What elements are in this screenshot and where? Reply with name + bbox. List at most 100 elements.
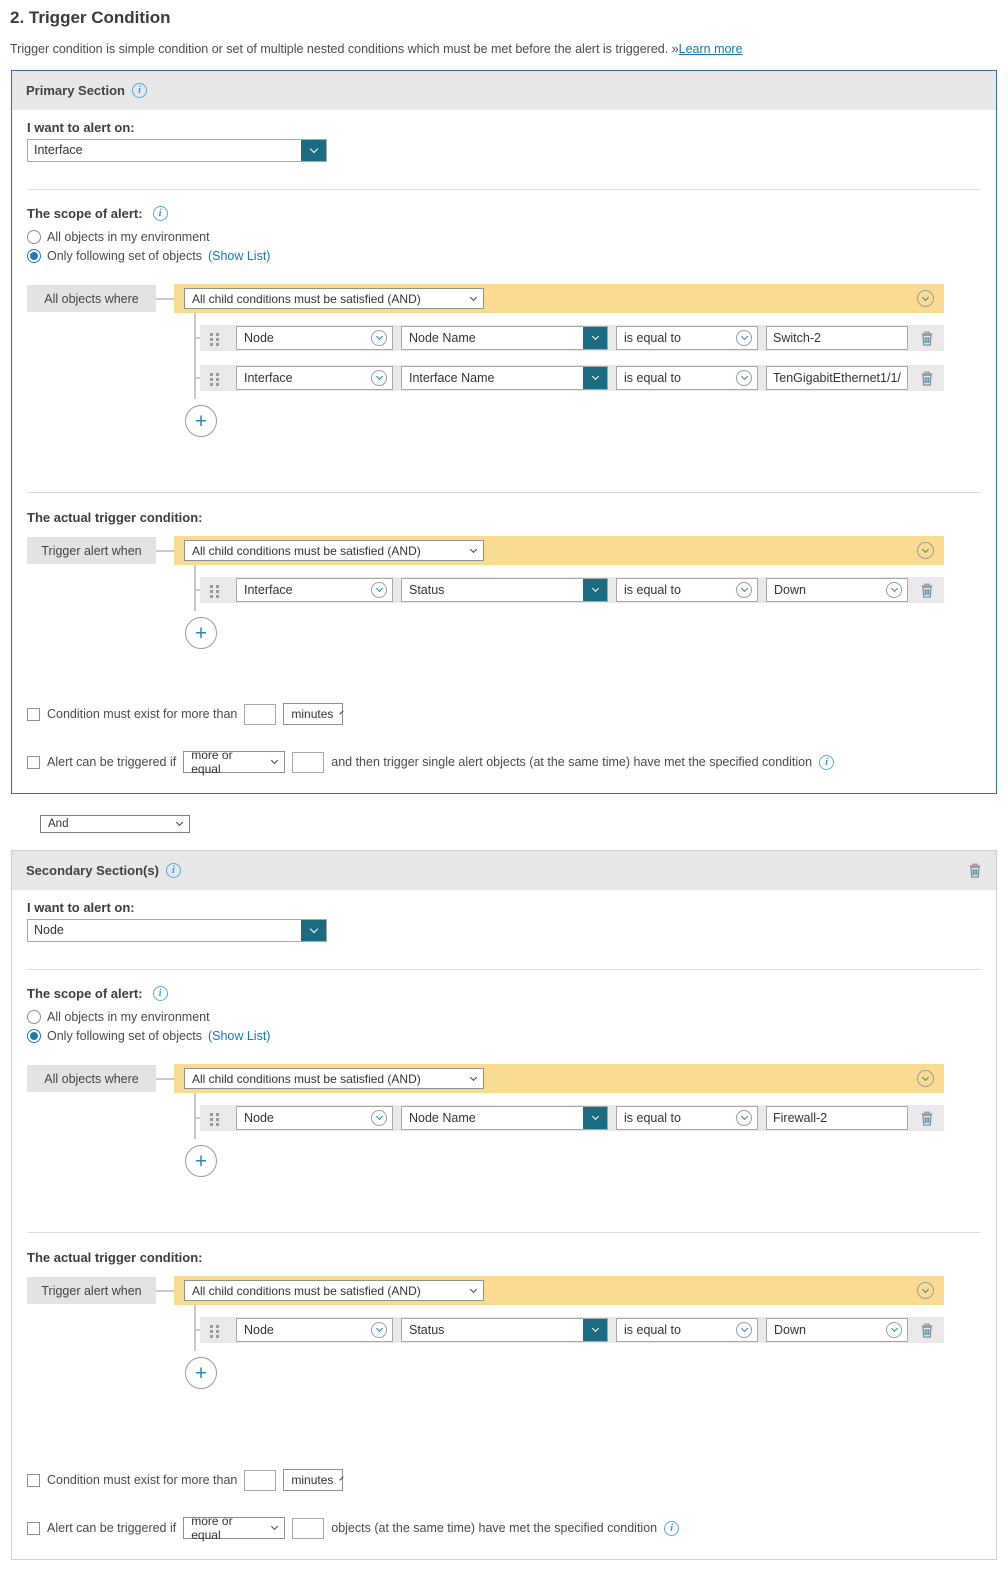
info-icon[interactable] — [664, 1520, 680, 1536]
object-select[interactable]: Interface — [236, 366, 393, 390]
value-input[interactable] — [766, 326, 908, 350]
collapse-chevron-icon[interactable] — [917, 1282, 934, 1299]
trash-icon[interactable] — [920, 1323, 934, 1338]
drag-handle-icon[interactable] — [209, 1112, 220, 1125]
radio-all-objects[interactable]: All objects in my environment — [27, 230, 981, 244]
info-icon[interactable] — [165, 863, 181, 878]
radio-all-objects[interactable]: All objects in my environment — [27, 1010, 981, 1024]
operator-select[interactable]: is equal to — [616, 578, 758, 602]
threshold-checkbox[interactable] — [27, 1521, 40, 1535]
operator-select[interactable]: is equal to — [616, 1318, 758, 1342]
scope-condition-builder: All objects where All child conditions m… — [27, 284, 944, 437]
radio-icon-selected[interactable] — [27, 1029, 41, 1043]
info-icon[interactable] — [819, 754, 835, 770]
logic-bar: All child conditions must be satisfied (… — [174, 536, 944, 565]
threshold-option-row: Alert can be triggered if more or equal … — [27, 1514, 981, 1542]
object-select[interactable]: Interface — [236, 578, 393, 602]
collapse-chevron-icon[interactable] — [917, 542, 934, 559]
threshold-comparison-select[interactable]: more or equal — [183, 748, 286, 776]
value-text: Down — [774, 583, 806, 597]
alert-on-select[interactable]: Node — [27, 919, 327, 942]
drag-handle-icon[interactable] — [209, 332, 220, 345]
duration-input[interactable] — [244, 703, 277, 725]
show-list-link[interactable]: (Show List) — [207, 1029, 271, 1043]
duration-checkbox[interactable] — [27, 707, 40, 721]
threshold-checkbox[interactable] — [27, 755, 40, 769]
threshold-count-input[interactable] — [292, 751, 325, 773]
value-input[interactable] — [766, 366, 908, 390]
collapse-chevron-icon[interactable] — [917, 1070, 934, 1087]
trash-icon[interactable] — [920, 331, 934, 346]
radio-icon[interactable] — [27, 230, 41, 244]
value-select[interactable]: Down — [766, 1318, 908, 1342]
duration-unit-value: minutes — [291, 1473, 334, 1487]
radio-icon-selected[interactable] — [27, 249, 41, 263]
field-select[interactable]: Interface Name — [401, 366, 608, 390]
threshold-comparison-select[interactable]: more or equal — [183, 1514, 286, 1542]
field-select[interactable]: Status — [401, 1318, 608, 1342]
value-text: Down — [774, 1323, 806, 1337]
add-condition-button[interactable]: + — [185, 405, 217, 437]
add-condition-button[interactable]: + — [185, 617, 217, 649]
duration-input[interactable] — [244, 1469, 277, 1491]
alert-on-label: I want to alert on: — [27, 120, 135, 135]
logic-bar: All child conditions must be satisfied (… — [174, 1064, 944, 1093]
field-select[interactable]: Node Name — [401, 1106, 608, 1130]
show-list-link[interactable]: (Show List) — [207, 249, 271, 263]
collapse-chevron-icon[interactable] — [917, 290, 934, 307]
field-select[interactable]: Node Name — [401, 326, 608, 350]
chevron-down-icon — [469, 1285, 478, 1293]
trigger-condition-builder: Trigger alert when All child conditions … — [27, 536, 944, 649]
operator-select[interactable]: is equal to — [616, 326, 758, 350]
learn-more-link[interactable]: Learn more — [678, 42, 743, 56]
duration-checkbox[interactable] — [27, 1473, 40, 1487]
threshold-label: Alert can be triggered if — [47, 755, 177, 769]
threshold-count-input[interactable] — [292, 1517, 325, 1539]
chevron-down-icon — [469, 545, 478, 553]
chevron-circle-icon — [736, 1322, 752, 1338]
object-select[interactable]: Node — [236, 1318, 393, 1342]
logic-select[interactable]: All child conditions must be satisfied (… — [184, 288, 484, 309]
value-select[interactable]: Down — [766, 578, 908, 602]
condition-row: Node Node Name is equal to — [194, 1105, 944, 1131]
delete-section-trash-icon[interactable] — [968, 863, 982, 878]
operator-value: is equal to — [624, 371, 681, 385]
chevron-circle-icon — [736, 330, 752, 346]
join-operator-select[interactable]: And — [40, 815, 190, 833]
threshold-suffix: and then trigger single alert objects (a… — [331, 755, 813, 769]
trash-icon[interactable] — [920, 583, 934, 598]
operator-value: is equal to — [624, 1111, 681, 1125]
alert-on-value: Interface — [34, 143, 83, 157]
chevron-circle-icon — [736, 370, 752, 386]
secondary-section-header: Secondary Section(s) — [12, 851, 996, 890]
drag-handle-icon[interactable] — [209, 584, 220, 597]
field-select[interactable]: Status — [401, 578, 608, 602]
logic-select[interactable]: All child conditions must be satisfied (… — [184, 1280, 484, 1301]
add-condition-button[interactable]: + — [185, 1357, 217, 1389]
duration-unit-select[interactable]: minutes — [283, 703, 345, 725]
object-select[interactable]: Node — [236, 1106, 393, 1130]
object-select[interactable]: Node — [236, 326, 393, 350]
radio-only-following[interactable]: Only following set of objects (Show List… — [27, 249, 981, 263]
info-icon[interactable] — [132, 83, 147, 98]
scope-label: The scope of alert: — [27, 206, 143, 221]
duration-unit-select[interactable]: minutes — [283, 1469, 345, 1491]
logic-select[interactable]: All child conditions must be satisfied (… — [184, 540, 484, 561]
chevron-circle-icon — [886, 1322, 902, 1338]
operator-select[interactable]: is equal to — [616, 1106, 758, 1130]
operator-select[interactable]: is equal to — [616, 366, 758, 390]
trash-icon[interactable] — [920, 371, 934, 386]
alert-on-select[interactable]: Interface — [27, 139, 327, 162]
radio-only-following[interactable]: Only following set of objects (Show List… — [27, 1029, 981, 1043]
field-value: Node Name — [409, 331, 476, 345]
logic-select[interactable]: All child conditions must be satisfied (… — [184, 1068, 484, 1089]
info-icon[interactable] — [152, 206, 168, 221]
drag-handle-icon[interactable] — [209, 1324, 220, 1337]
drag-handle-icon[interactable] — [209, 372, 220, 385]
value-input[interactable] — [766, 1106, 908, 1130]
radio-icon[interactable] — [27, 1010, 41, 1024]
trash-icon[interactable] — [920, 1111, 934, 1126]
trigger-condition-label: The actual trigger condition: — [27, 510, 203, 525]
add-condition-button[interactable]: + — [185, 1145, 217, 1177]
info-icon[interactable] — [152, 986, 168, 1001]
